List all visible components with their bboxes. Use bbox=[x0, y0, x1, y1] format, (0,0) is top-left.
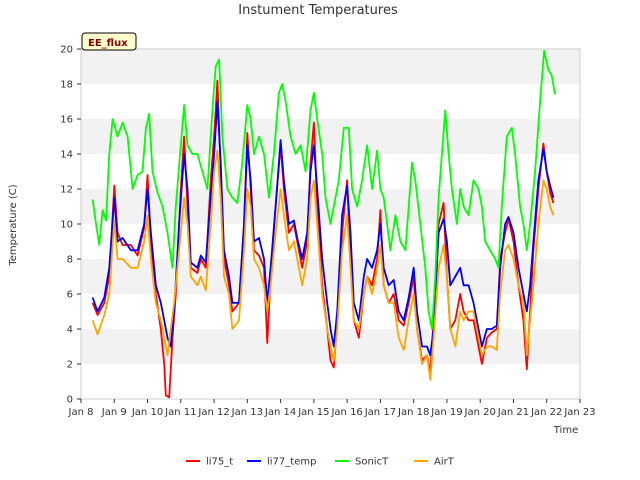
grid-band bbox=[81, 84, 580, 119]
legend-label: SonicT bbox=[355, 457, 389, 468]
y-tick-label: 0 bbox=[67, 395, 73, 406]
y-tick-label: 18 bbox=[60, 80, 73, 91]
legend-item: SonicT bbox=[335, 457, 389, 468]
y-tick-label: 20 bbox=[60, 45, 73, 56]
legend-label: AirT bbox=[434, 457, 455, 468]
grid-band bbox=[81, 119, 580, 154]
y-tick-label: 2 bbox=[67, 360, 73, 371]
y-axis-ticks: 0 2 4 6 8 10 12 14 16 18 20 bbox=[60, 45, 81, 406]
legend-label: li75_t bbox=[206, 457, 233, 468]
annotation-text: EE_flux bbox=[88, 38, 128, 49]
x-tick-label: Jan 21 bbox=[497, 407, 529, 418]
legend-item: li75_t bbox=[186, 457, 233, 468]
x-tick-label: Jan 14 bbox=[264, 407, 296, 418]
x-tick-label: Jan 17 bbox=[364, 407, 396, 418]
x-tick-label: Jan 15 bbox=[297, 407, 329, 418]
y-tick-label: 6 bbox=[67, 290, 73, 301]
x-tick-label: Jan 9 bbox=[101, 407, 127, 418]
y-tick-label: 16 bbox=[60, 115, 73, 126]
legend: li75_t li77_temp SonicT AirT bbox=[186, 457, 455, 468]
chart-title: Instument Temperatures bbox=[238, 3, 398, 18]
series-line-AirT bbox=[91, 149, 555, 381]
series-layer bbox=[91, 49, 556, 399]
x-tick-label: Jan 23 bbox=[563, 407, 595, 418]
x-tick-label: Jan 20 bbox=[464, 407, 496, 418]
grid-band bbox=[81, 189, 580, 224]
grid-band bbox=[81, 364, 580, 399]
x-tick-label: Jan 8 bbox=[68, 407, 94, 418]
x-axis-ticks: Jan 8 Jan 9 Jan 10 Jan 11 Jan 12 Jan 13 Jan 14… bbox=[68, 399, 596, 418]
legend-item: AirT bbox=[414, 457, 455, 468]
grid-band bbox=[81, 154, 580, 189]
y-tick-label: 12 bbox=[60, 185, 73, 196]
legend-item: li77_temp bbox=[247, 457, 316, 468]
x-tick-label: Jan 18 bbox=[397, 407, 429, 418]
annotation-box: EE_flux bbox=[81, 32, 137, 51]
x-tick-label: Jan 22 bbox=[530, 407, 562, 418]
y-tick-label: 4 bbox=[67, 325, 73, 336]
x-tick-label: Jan 10 bbox=[131, 407, 163, 418]
x-tick-label: Jan 11 bbox=[164, 407, 196, 418]
series-line-li77_temp bbox=[91, 100, 555, 357]
y-tick-label: 10 bbox=[60, 220, 73, 231]
x-tick-label: Jan 12 bbox=[197, 407, 229, 418]
x-axis-label: Time bbox=[553, 425, 578, 436]
legend-label: li77_temp bbox=[267, 457, 316, 468]
x-tick-label: Jan 13 bbox=[231, 407, 263, 418]
x-tick-label: Jan 16 bbox=[330, 407, 362, 418]
y-tick-label: 8 bbox=[67, 255, 73, 266]
x-tick-label: Jan 19 bbox=[430, 407, 462, 418]
series-line-SonicT bbox=[91, 49, 556, 330]
y-tick-label: 14 bbox=[60, 150, 73, 161]
grid-band bbox=[81, 224, 580, 259]
grid-band bbox=[81, 49, 580, 84]
y-axis-label: Temperature (C) bbox=[8, 184, 19, 266]
